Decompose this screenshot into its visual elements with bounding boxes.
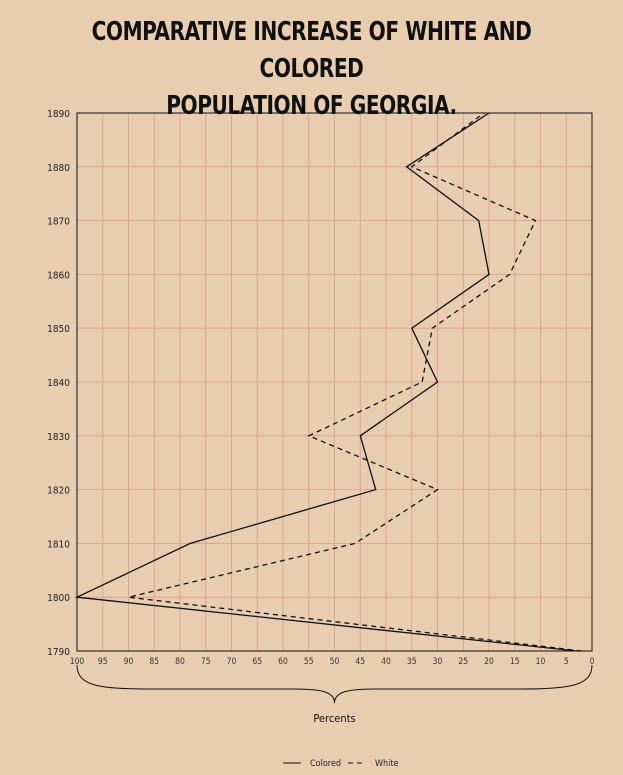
x-tick-label: 15	[510, 657, 520, 667]
x-tick-label: 95	[98, 657, 108, 667]
series-line-white	[128, 112, 582, 652]
x-tick-label: 80	[175, 657, 185, 667]
x-tick-label: 5	[564, 657, 569, 667]
chart-title-line1: COMPARATIVE INCREASE OF WHITE AND COLORE…	[91, 17, 532, 84]
legend-label-white: White	[375, 759, 399, 769]
chart-grid	[76, 112, 593, 652]
y-tick-label: 1860	[47, 270, 70, 281]
x-tick-label: 85	[149, 657, 159, 667]
x-tick-label: 40	[381, 657, 391, 667]
x-tick-label: 55	[304, 657, 314, 667]
y-tick-label: 1800	[47, 593, 70, 604]
x-tick-label: 75	[201, 657, 211, 667]
x-tick-label: 35	[407, 657, 417, 667]
legend-label-colored: Colored	[310, 759, 341, 769]
chart-title-line2: POPULATION OF GEORGIA.	[166, 91, 457, 121]
chart-title: COMPARATIVE INCREASE OF WHITE AND COLORE…	[44, 14, 580, 125]
x-tick-label: 10	[536, 657, 546, 667]
x-tick-label: 50	[330, 657, 340, 667]
y-tick-label: 1850	[47, 324, 70, 335]
y-tick-label: 1840	[47, 378, 70, 389]
y-tick-label: 1880	[47, 163, 70, 174]
x-axis-label: Percents	[313, 712, 355, 725]
series-line-colored	[74, 112, 577, 652]
x-tick-label: 45	[355, 657, 365, 667]
x-tick-label: 25	[458, 657, 468, 667]
x-tick-label: 100	[70, 657, 85, 667]
chart-legend: Colored White	[283, 759, 399, 769]
y-tick-label: 1810	[47, 539, 70, 550]
x-tick-label: 60	[278, 657, 288, 667]
x-tick-label: 20	[484, 657, 494, 667]
x-tick-label: 90	[124, 657, 134, 667]
percents-brace	[76, 664, 593, 704]
plot-frame	[76, 112, 593, 652]
y-tick-label: 1870	[47, 217, 70, 228]
series-lines	[74, 112, 582, 652]
y-tick-label: 1830	[47, 432, 70, 443]
x-tick-label: 70	[227, 657, 237, 667]
x-axis-ticks: 100 95 90 85 80 75 70 65 60 55 50 45 40 35 30 25 20 15 10 5…	[70, 657, 595, 667]
y-tick-label: 1790	[47, 647, 70, 658]
y-tick-label: 1890	[47, 109, 70, 120]
y-tick-label: 1820	[47, 486, 70, 497]
x-tick-label: 30	[433, 657, 443, 667]
x-tick-label: 0	[590, 657, 595, 667]
y-axis-ticks: 1890 1880 1870 1860 1850 1840 1830 1820 1810 1800…	[47, 109, 70, 658]
x-tick-label: 65	[252, 657, 262, 667]
